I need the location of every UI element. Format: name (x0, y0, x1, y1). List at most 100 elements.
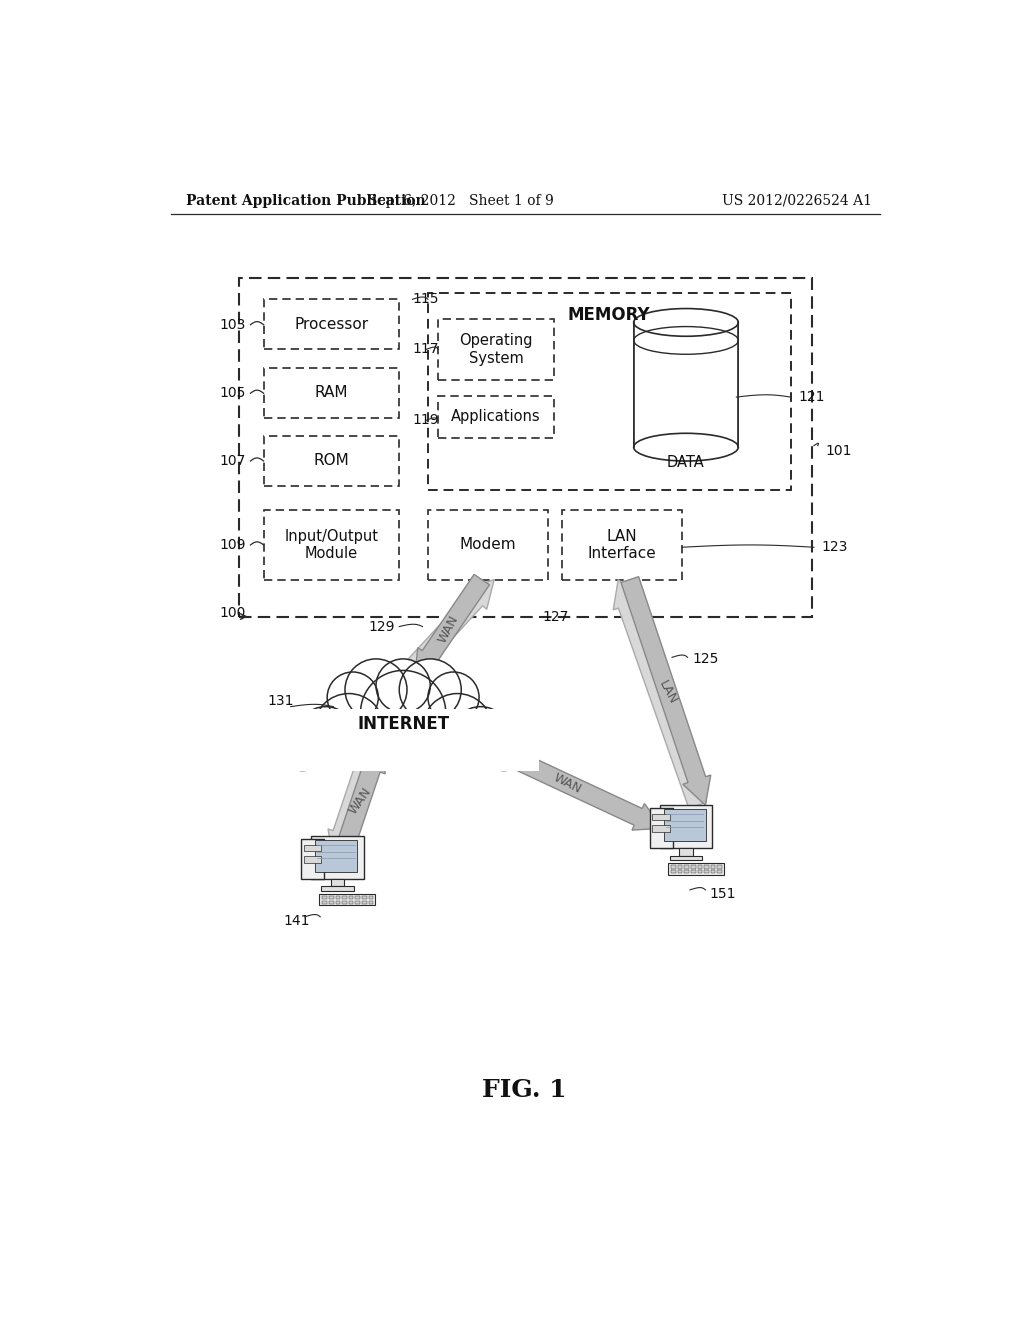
Bar (301, 840, 324, 879)
Bar (263, 436, 399, 486)
Text: Applications: Applications (452, 409, 541, 424)
Bar (691, 866, 695, 869)
Bar (342, 896, 347, 899)
Bar (691, 870, 695, 874)
Bar (562, 511, 682, 579)
Text: FIG. 1: FIG. 1 (482, 1078, 567, 1102)
Ellipse shape (634, 309, 738, 337)
Text: 125: 125 (692, 652, 719, 665)
Bar (263, 300, 399, 350)
Bar (705, 866, 709, 869)
Bar (319, 894, 375, 906)
Text: 141: 141 (283, 913, 309, 928)
Bar (670, 855, 702, 861)
Bar (428, 511, 548, 579)
Bar (438, 318, 554, 380)
Bar (314, 840, 357, 873)
Text: WAN: WAN (435, 612, 461, 645)
Polygon shape (621, 577, 711, 805)
Circle shape (345, 659, 407, 721)
Bar (323, 896, 327, 899)
Text: 121: 121 (799, 391, 825, 404)
Bar (684, 870, 689, 874)
Circle shape (360, 671, 445, 755)
Bar (697, 866, 702, 869)
Bar (678, 866, 682, 869)
Bar (263, 511, 399, 579)
Bar (671, 870, 676, 874)
Bar (671, 866, 676, 869)
Bar (650, 808, 673, 847)
Circle shape (314, 693, 384, 763)
Bar (369, 896, 373, 899)
Bar (304, 857, 322, 863)
Bar (323, 900, 327, 904)
Circle shape (376, 659, 430, 713)
Bar (342, 900, 347, 904)
Text: Modem: Modem (460, 537, 516, 553)
Text: Processor: Processor (294, 317, 369, 331)
Bar (664, 809, 706, 841)
Bar (652, 825, 670, 832)
Circle shape (328, 672, 378, 723)
Circle shape (399, 659, 461, 721)
Text: MEMORY: MEMORY (568, 306, 650, 323)
Bar (329, 900, 334, 904)
Bar (679, 847, 692, 855)
Bar (711, 870, 716, 874)
Bar (329, 896, 334, 899)
Polygon shape (469, 731, 663, 830)
Text: 103: 103 (219, 318, 246, 331)
Text: 123: 123 (821, 540, 848, 554)
Text: 107: 107 (219, 454, 246, 469)
Bar (267, 709, 539, 771)
Bar (717, 866, 722, 869)
Text: LAN
Interface: LAN Interface (588, 529, 656, 561)
Text: 127: 127 (543, 610, 569, 623)
Bar (331, 879, 344, 887)
Circle shape (423, 693, 493, 763)
Text: Sep. 6, 2012   Sheet 1 of 9: Sep. 6, 2012 Sheet 1 of 9 (369, 194, 554, 207)
Bar (336, 896, 340, 899)
Text: 105: 105 (219, 387, 246, 400)
Text: Input/Output
Module: Input/Output Module (285, 529, 379, 561)
Polygon shape (328, 741, 381, 859)
Text: RAM: RAM (314, 385, 348, 400)
Text: DATA: DATA (667, 455, 705, 470)
Polygon shape (415, 574, 489, 678)
Ellipse shape (634, 433, 738, 461)
Text: 101: 101 (825, 444, 852, 458)
Text: 129: 129 (369, 619, 395, 634)
Text: Operating
System: Operating System (460, 333, 532, 366)
Text: US 2012/0226524 A1: US 2012/0226524 A1 (722, 194, 872, 207)
Bar (361, 900, 367, 904)
Bar (652, 813, 670, 820)
Bar (678, 870, 682, 874)
Bar (311, 836, 364, 879)
Bar (705, 870, 709, 874)
Text: 100: 100 (219, 606, 246, 619)
Bar (428, 293, 791, 490)
Circle shape (480, 725, 527, 771)
Bar (697, 870, 702, 874)
Text: ROM: ROM (313, 453, 349, 469)
Text: 117: 117 (413, 342, 439, 356)
Text: 115: 115 (413, 292, 439, 306)
Bar (438, 396, 554, 438)
Bar (263, 368, 399, 418)
Bar (711, 866, 716, 869)
Bar (684, 866, 689, 869)
Bar (336, 900, 340, 904)
Text: 151: 151 (710, 887, 736, 900)
Bar (659, 805, 713, 847)
Circle shape (452, 706, 510, 766)
Bar (717, 870, 722, 874)
Text: 119: 119 (413, 413, 439, 428)
Text: Patent Application Publication: Patent Application Publication (186, 194, 426, 207)
Bar (369, 900, 373, 904)
Bar (361, 896, 367, 899)
Text: WAN: WAN (552, 771, 584, 796)
Bar (304, 845, 322, 851)
Text: 131: 131 (267, 694, 294, 709)
Bar (321, 887, 353, 891)
